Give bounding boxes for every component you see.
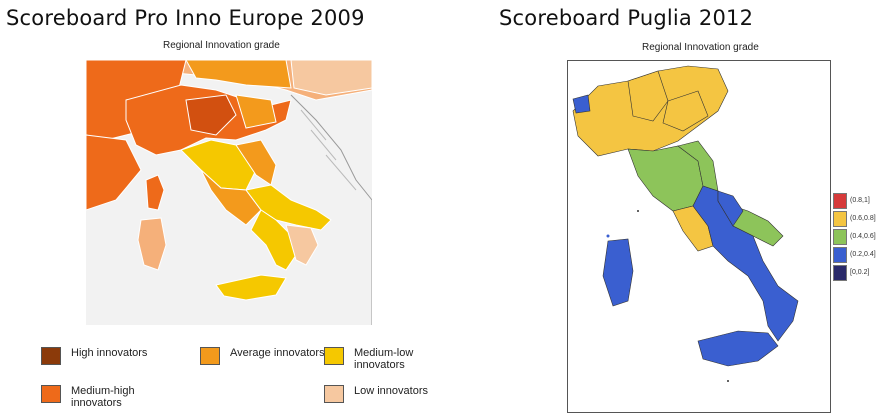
- legend-swatch-high: [41, 347, 61, 365]
- legend-swatch-medium-high: [41, 385, 61, 403]
- left-innovation-map: [86, 60, 372, 325]
- legend-item-range-1: (0.6,0.8]: [833, 210, 885, 228]
- legend-swatch-medium-low: [324, 347, 344, 365]
- legend-item-range-3: (0.2,0.4]: [833, 246, 885, 264]
- legend-swatch-low: [324, 385, 344, 403]
- legend-item-range-0: (0.8,1]: [833, 192, 885, 210]
- legend-label-range-0: (0.8,1]: [850, 197, 870, 204]
- legend-swatch-range-4: [833, 265, 847, 281]
- legend-label-range-4: [0,0.2]: [850, 269, 870, 276]
- legend-label-high: High innovators: [71, 347, 148, 359]
- legend-label-range-2: (0.4,0.6]: [850, 233, 876, 240]
- left-map-title: Scoreboard Pro Inno Europe 2009: [6, 6, 365, 30]
- legend-label-average: Average innovators: [230, 347, 325, 359]
- legend-swatch-range-1: [833, 211, 847, 227]
- legend-label-medium-high: Medium-high innovators: [71, 385, 135, 409]
- right-map-svg: [572, 65, 799, 382]
- legend-swatch-range-0: [833, 193, 847, 209]
- right-innovation-map: [567, 60, 831, 413]
- left-map-svg: [86, 60, 372, 325]
- legend-swatch-range-2: [833, 229, 847, 245]
- legend-item-range-2: (0.4,0.6]: [833, 228, 885, 246]
- right-map-title: Scoreboard Puglia 2012: [499, 6, 754, 30]
- legend-item-average: Average innovators: [200, 347, 325, 365]
- legend-label-range-1: (0.6,0.8]: [850, 215, 876, 222]
- legend-item-low: Low innovators: [324, 385, 449, 403]
- legend-swatch-range-3: [833, 247, 847, 263]
- legend-swatch-average: [200, 347, 220, 365]
- legend-item-high: High innovators: [41, 347, 166, 365]
- legend-item-range-4: [0,0.2]: [833, 264, 885, 282]
- legend-label-low: Low innovators: [354, 385, 428, 397]
- legend-label-medium-low: Medium-low innovators: [354, 347, 414, 371]
- legend-label-range-3: (0.2,0.4]: [850, 251, 876, 258]
- legend-item-medium-low: Medium-low innovators: [324, 347, 449, 371]
- legend-item-medium-high: Medium-high innovators: [41, 385, 166, 409]
- left-map-subtitle: Regional Innovation grade: [163, 40, 280, 51]
- right-map-legend: (0.8,1] (0.6,0.8] (0.4,0.6] (0.2,0.4] [0…: [833, 192, 885, 282]
- right-map-subtitle: Regional Innovation grade: [642, 42, 759, 53]
